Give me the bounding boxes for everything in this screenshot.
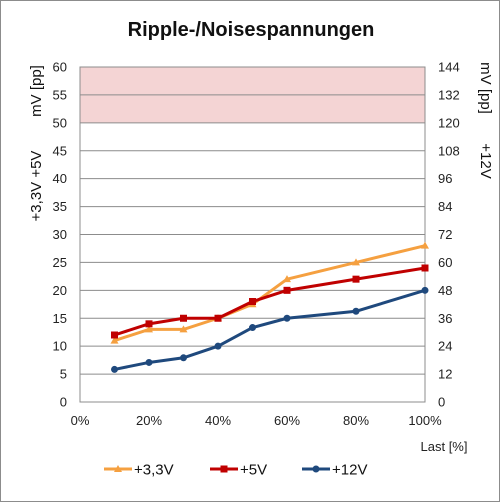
- data-point: [214, 342, 222, 350]
- left-y-tick-label: 5: [60, 367, 67, 382]
- x-tick-label: 80%: [343, 413, 369, 428]
- right-y-tick-label: 72: [438, 227, 452, 242]
- right-y-tick-labels: 0 12 24 36 48 60 72 84 96 108 120 132 144: [438, 60, 460, 410]
- legend-item: +12V: [302, 462, 367, 479]
- series-layer: [110, 241, 429, 373]
- data-point: [214, 314, 222, 322]
- left-y-axis-title-unit: mV [pp]: [28, 65, 45, 117]
- left-y-tick-label: 0: [60, 395, 67, 410]
- legend-item: +3,3V: [104, 462, 174, 479]
- left-y-tick-label: 35: [53, 199, 67, 214]
- right-y-tick-label: 0: [438, 395, 445, 410]
- series-line: [114, 266, 426, 337]
- plot-area: [79, 66, 426, 403]
- left-y-tick-label: 20: [53, 283, 67, 298]
- data-point: [145, 358, 153, 366]
- left-y-tick-label: 40: [53, 171, 67, 186]
- right-y-tick-label: 96: [438, 171, 452, 186]
- data-point: [180, 314, 187, 322]
- left-y-tick-label: 45: [53, 143, 67, 158]
- data-point: [111, 331, 118, 339]
- right-y-tick-label: 24: [438, 339, 452, 354]
- data-point: [283, 314, 291, 322]
- series-33V: [110, 241, 429, 344]
- data-point: [110, 336, 119, 344]
- series-5V: [111, 264, 429, 339]
- legend-marker: [114, 465, 122, 472]
- legend-label: +3,3V: [134, 462, 174, 479]
- data-point: [421, 241, 429, 249]
- data-point: [180, 354, 187, 362]
- legend-label: +5V: [240, 462, 267, 479]
- legend: +3,3V +5V +12V: [104, 462, 367, 479]
- data-point: [249, 324, 256, 332]
- data-point: [111, 365, 118, 373]
- data-point: [145, 320, 153, 328]
- data-point: [179, 325, 188, 333]
- left-y-tick-label: 55: [53, 87, 67, 102]
- legend-marker: [312, 465, 320, 473]
- right-y-tick-label: 144: [438, 60, 460, 75]
- right-y-tick-label: 48: [438, 283, 452, 298]
- right-y-axis-title-rail: +12V: [477, 143, 494, 178]
- data-point: [421, 264, 429, 272]
- x-tick-label: 20%: [136, 413, 162, 428]
- left-y-tick-label: 25: [53, 255, 67, 270]
- data-point: [283, 286, 291, 294]
- legend-label: +12V: [332, 462, 367, 479]
- right-y-tick-label: 132: [438, 87, 460, 102]
- chart-title: Ripple-/Noisespannungen: [128, 19, 375, 41]
- series-line: [114, 244, 426, 343]
- series-line: [114, 288, 426, 371]
- left-y-tick-label: 15: [53, 311, 67, 326]
- right-y-tick-label: 108: [438, 143, 460, 158]
- left-y-tick-labels: 0 5 10 15 20 25 30 35 40 45 50 55 60: [53, 60, 67, 410]
- grid-lines: [80, 66, 425, 403]
- left-y-tick-label: 50: [53, 115, 67, 130]
- legend-item: +5V: [210, 462, 267, 479]
- data-point: [352, 275, 360, 283]
- data-point: [283, 275, 291, 283]
- right-y-tick-label: 12: [438, 367, 452, 382]
- data-point: [352, 307, 360, 315]
- x-tick-label: 100%: [408, 413, 442, 428]
- x-tick-labels: 0% 20% 40% 60% 80% 100%: [71, 413, 442, 428]
- left-y-tick-label: 60: [53, 60, 67, 75]
- right-y-tick-label: 120: [438, 115, 460, 130]
- x-tick-label: 60%: [274, 413, 300, 428]
- data-point: [249, 298, 256, 305]
- left-y-tick-label: 30: [53, 227, 67, 242]
- right-y-axis-title-unit: mV [pp]: [477, 62, 494, 114]
- left-y-tick-label: 10: [53, 339, 67, 354]
- series-12V: [111, 286, 429, 373]
- data-point: [145, 325, 153, 333]
- legend-marker: [220, 465, 228, 473]
- x-tick-label: 0%: [71, 413, 90, 428]
- right-y-tick-label: 36: [438, 311, 452, 326]
- data-point: [421, 286, 429, 294]
- right-y-tick-label: 60: [438, 255, 452, 270]
- data-point: [352, 258, 360, 266]
- x-tick-label: 40%: [205, 413, 231, 428]
- x-axis-title: Last [%]: [421, 439, 468, 454]
- left-y-axis-title-rails: +3,3V +5V: [28, 151, 45, 222]
- right-y-tick-label: 84: [438, 199, 452, 214]
